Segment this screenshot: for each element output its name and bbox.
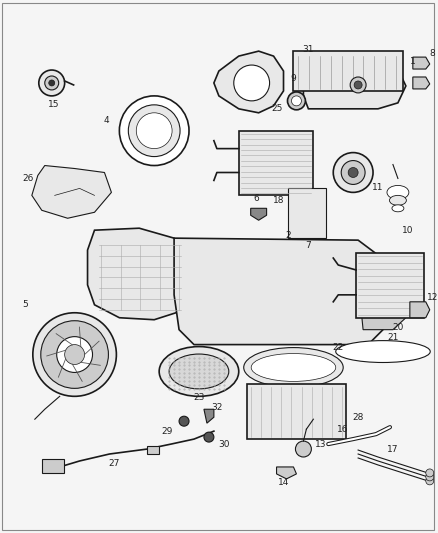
Text: 14: 14 bbox=[278, 478, 289, 487]
Circle shape bbox=[33, 313, 117, 397]
Text: 17: 17 bbox=[387, 445, 399, 454]
Text: 11: 11 bbox=[372, 183, 384, 192]
Ellipse shape bbox=[387, 185, 409, 199]
Ellipse shape bbox=[389, 196, 406, 205]
Text: 27: 27 bbox=[109, 459, 120, 469]
Polygon shape bbox=[413, 77, 430, 89]
Text: 32: 32 bbox=[211, 403, 223, 412]
Polygon shape bbox=[214, 51, 283, 113]
Circle shape bbox=[291, 96, 301, 106]
Text: 30: 30 bbox=[218, 440, 230, 449]
Circle shape bbox=[179, 416, 189, 426]
Text: 22: 22 bbox=[332, 343, 344, 352]
Polygon shape bbox=[276, 467, 297, 479]
Circle shape bbox=[65, 345, 85, 365]
Circle shape bbox=[296, 441, 311, 457]
Circle shape bbox=[350, 77, 366, 93]
Circle shape bbox=[128, 105, 180, 157]
FancyBboxPatch shape bbox=[42, 459, 64, 473]
Circle shape bbox=[341, 160, 365, 184]
Text: 31: 31 bbox=[303, 45, 314, 54]
Text: 25: 25 bbox=[271, 104, 282, 114]
Ellipse shape bbox=[392, 205, 404, 212]
Ellipse shape bbox=[251, 353, 336, 382]
Polygon shape bbox=[410, 302, 430, 318]
Ellipse shape bbox=[159, 346, 239, 397]
Circle shape bbox=[287, 92, 305, 110]
Text: 6: 6 bbox=[254, 194, 260, 203]
Text: 7: 7 bbox=[306, 240, 311, 249]
Polygon shape bbox=[88, 228, 194, 320]
Text: 2: 2 bbox=[286, 231, 291, 240]
Text: 16: 16 bbox=[337, 425, 349, 434]
Circle shape bbox=[426, 469, 434, 477]
Circle shape bbox=[57, 337, 92, 373]
Circle shape bbox=[120, 96, 189, 166]
Text: 10: 10 bbox=[402, 225, 413, 235]
Circle shape bbox=[39, 70, 65, 96]
Ellipse shape bbox=[169, 354, 229, 389]
Circle shape bbox=[348, 167, 358, 177]
FancyBboxPatch shape bbox=[293, 51, 403, 91]
Circle shape bbox=[204, 432, 214, 442]
FancyBboxPatch shape bbox=[247, 384, 346, 439]
Text: 8: 8 bbox=[430, 49, 436, 58]
FancyBboxPatch shape bbox=[289, 188, 326, 238]
FancyBboxPatch shape bbox=[147, 446, 159, 454]
Polygon shape bbox=[204, 409, 214, 423]
Text: 21: 21 bbox=[387, 333, 399, 342]
Polygon shape bbox=[32, 166, 111, 218]
Circle shape bbox=[234, 65, 269, 101]
Ellipse shape bbox=[244, 348, 343, 387]
Circle shape bbox=[41, 321, 109, 389]
Text: 13: 13 bbox=[314, 440, 326, 449]
Text: 20: 20 bbox=[392, 323, 403, 332]
Ellipse shape bbox=[336, 341, 430, 362]
Polygon shape bbox=[358, 278, 406, 330]
FancyBboxPatch shape bbox=[356, 253, 424, 318]
Text: 29: 29 bbox=[162, 426, 173, 435]
Text: 9: 9 bbox=[290, 75, 297, 84]
Text: 28: 28 bbox=[353, 413, 364, 422]
Circle shape bbox=[426, 477, 434, 485]
Circle shape bbox=[49, 80, 55, 86]
Circle shape bbox=[333, 152, 373, 192]
Circle shape bbox=[426, 473, 434, 481]
Text: 15: 15 bbox=[48, 100, 60, 109]
Polygon shape bbox=[251, 208, 267, 220]
Polygon shape bbox=[174, 238, 383, 345]
Text: 5: 5 bbox=[22, 300, 28, 309]
Text: 12: 12 bbox=[427, 293, 438, 302]
Text: 23: 23 bbox=[193, 393, 205, 402]
Circle shape bbox=[354, 81, 362, 89]
Polygon shape bbox=[304, 61, 406, 109]
Circle shape bbox=[136, 113, 172, 149]
Text: 4: 4 bbox=[104, 116, 109, 125]
Text: 1: 1 bbox=[410, 56, 416, 66]
Text: 26: 26 bbox=[22, 174, 34, 183]
Text: 18: 18 bbox=[273, 196, 284, 205]
Circle shape bbox=[45, 76, 59, 90]
FancyBboxPatch shape bbox=[239, 131, 313, 196]
Polygon shape bbox=[413, 57, 430, 69]
